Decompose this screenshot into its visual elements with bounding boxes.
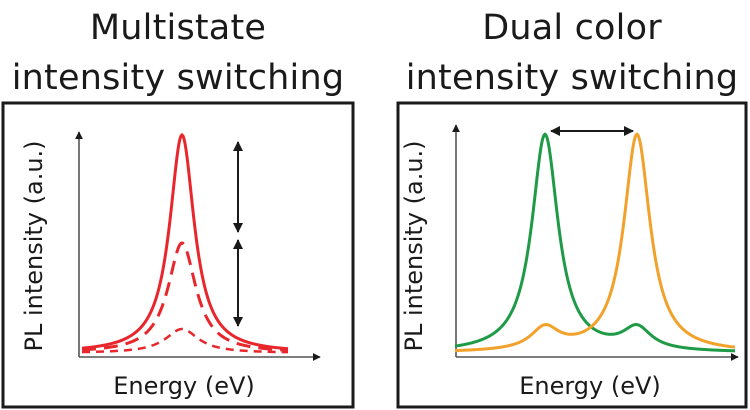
left-y-label: PL intensity (a.u.): [20, 140, 48, 351]
left-curve-low: [81, 327, 289, 354]
right-panel-title: Dual color intensity switching: [394, 3, 750, 103]
left-title-line2: intensity switching: [11, 58, 345, 98]
left-curve-high: [81, 132, 289, 351]
left-panel: Energy (eV) PL intensity (a.u.): [1, 101, 355, 409]
right-title-line1: Dual color: [482, 8, 662, 48]
left-x-label: Energy (eV): [113, 372, 255, 400]
left-title-line1: Multistate: [89, 8, 267, 48]
left-panel-title: Multistate intensity switching: [0, 3, 356, 103]
right-x-label: Energy (eV): [519, 372, 661, 400]
right-y-label: PL intensity (a.u.): [400, 140, 428, 351]
right-panel: Energy (eV) PL intensity (a.u.): [396, 101, 748, 409]
right-curve-green: [454, 132, 736, 353]
right-curve-orange: [454, 132, 736, 353]
right-panel-frame: [396, 101, 748, 409]
right-title-line2: intensity switching: [405, 58, 739, 98]
left-curve-mid: [81, 241, 289, 352]
left-panel-frame: [1, 101, 355, 409]
